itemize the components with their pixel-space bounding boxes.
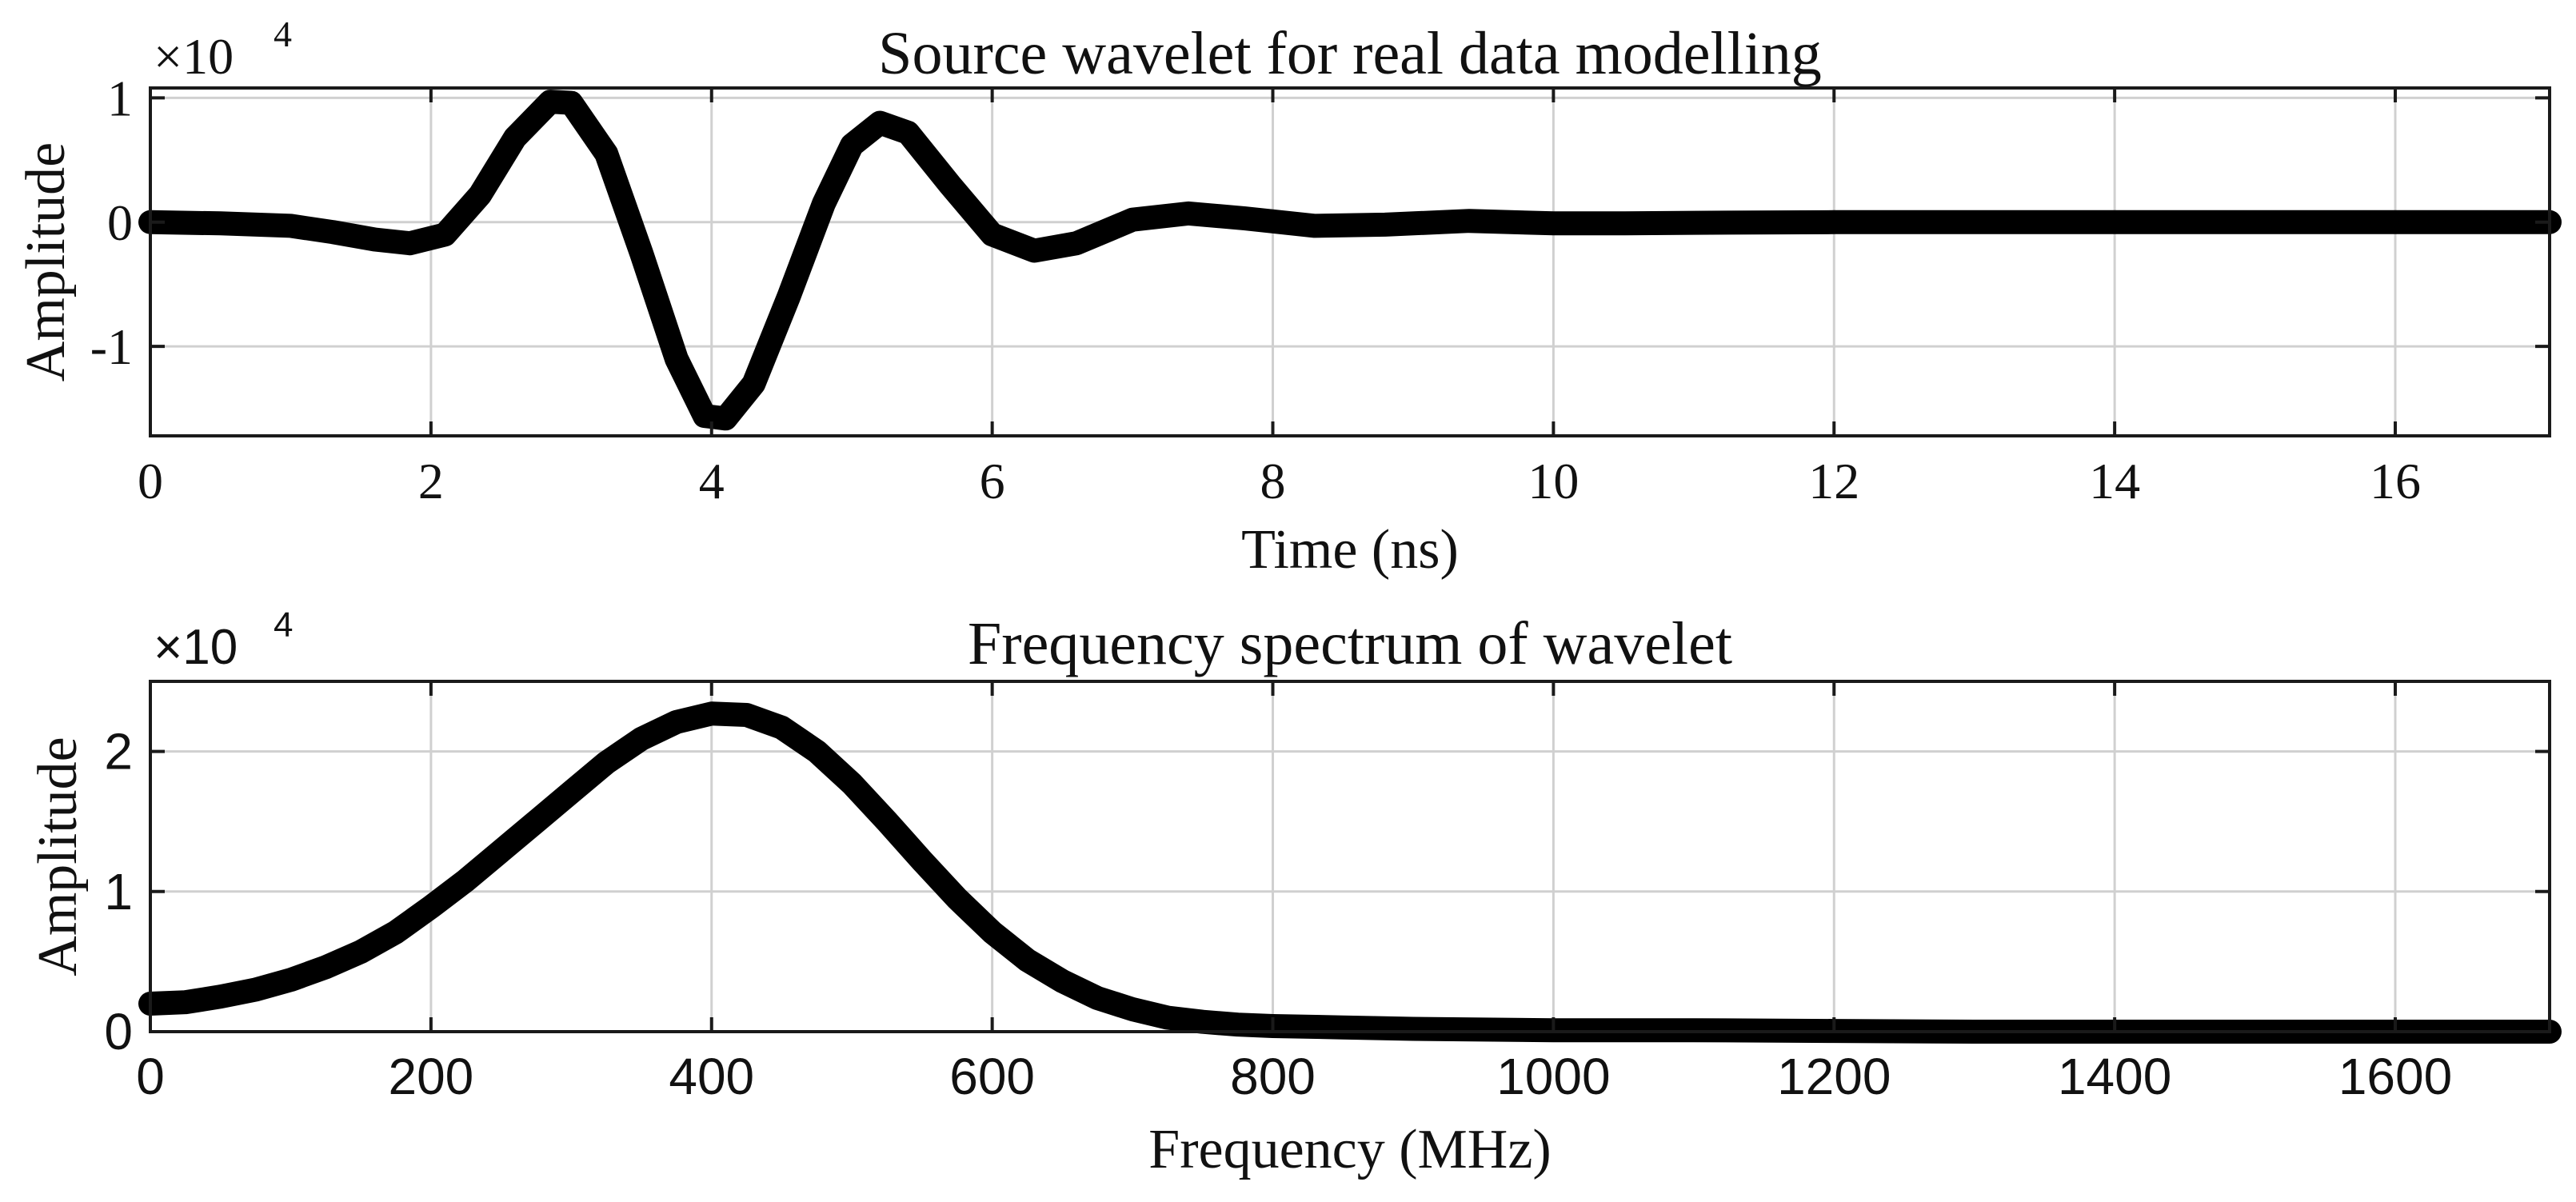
wavelet-y-tick-label: 0 bbox=[107, 194, 133, 251]
spectrum-x-tick-label: 600 bbox=[949, 1048, 1035, 1105]
spectrum-x-tick-label: 1600 bbox=[2338, 1048, 2452, 1105]
spectrum-exponent-base: ×10 bbox=[154, 620, 238, 675]
wavelet-exponent-power: 4 bbox=[274, 14, 292, 54]
wavelet-y-tick-label: 1 bbox=[107, 70, 133, 126]
spectrum-y-tick-label: 1 bbox=[104, 863, 133, 920]
spectrum-x-tick-label: 0 bbox=[136, 1048, 165, 1105]
spectrum-chart-title: Frequency spectrum of wavelet bbox=[968, 610, 1732, 677]
wavelet-x-tick-label: 0 bbox=[138, 453, 163, 509]
wavelet-series-line bbox=[138, 90, 2562, 431]
wavelet-x-tick-label: 10 bbox=[1528, 453, 1579, 509]
spectrum-y-axis-label: Amplitude bbox=[27, 737, 89, 976]
spectrum-x-tick-label: 200 bbox=[388, 1048, 473, 1105]
spectrum-x-tick-label: 400 bbox=[669, 1048, 754, 1105]
spectrum-plot-frame bbox=[149, 680, 2551, 1033]
spectrum-x-tick-label: 800 bbox=[1230, 1048, 1316, 1105]
spectrum-panel: 0 200 400 600 800 1000 1200 1400 1600 0 1 2 Frequen… bbox=[27, 605, 2562, 1180]
wavelet-y-tick-label: -1 bbox=[90, 318, 133, 375]
wavelet-x-axis-label: Time (ns) bbox=[1241, 519, 1459, 581]
spectrum-y-exponent: ×10 4 bbox=[154, 605, 293, 675]
spectrum-x-tick-label: 1400 bbox=[2058, 1048, 2171, 1105]
spectrum-x-tick-label: 1200 bbox=[1777, 1048, 1891, 1105]
wavelet-y-axis-label: Amplitude bbox=[15, 142, 77, 381]
spectrum-series-line bbox=[138, 701, 2562, 1044]
wavelet-x-tick-label: 16 bbox=[2370, 453, 2421, 509]
spectrum-exponent-power: 4 bbox=[274, 605, 293, 645]
wavelet-y-exponent: ×10 4 bbox=[154, 14, 292, 85]
spectrum-y-tick-label: 2 bbox=[104, 723, 133, 781]
wavelet-exponent-base: ×10 bbox=[154, 28, 234, 85]
wavelet-x-tick-label: 12 bbox=[1808, 453, 1859, 509]
wavelet-x-tick-label: 14 bbox=[2089, 453, 2140, 509]
wavelet-x-tick-label: 2 bbox=[418, 453, 444, 509]
wavelet-x-tick-label: 4 bbox=[699, 453, 725, 509]
wavelet-panel: 0 2 4 6 8 10 12 14 16 -1 0 1 Source wavelet for rea… bbox=[15, 14, 2562, 581]
wavelet-x-tick-label: 6 bbox=[980, 453, 1005, 509]
wavelet-plot-frame bbox=[149, 86, 2551, 437]
wavelet-x-tick-label: 8 bbox=[1260, 453, 1286, 509]
wavelet-chart-title: Source wavelet for real data modelling bbox=[878, 20, 1822, 87]
spectrum-x-tick-label: 1000 bbox=[1496, 1048, 1610, 1105]
spectrum-y-tick-label: 0 bbox=[104, 1003, 133, 1060]
spectrum-x-axis-label: Frequency (MHz) bbox=[1148, 1119, 1551, 1180]
